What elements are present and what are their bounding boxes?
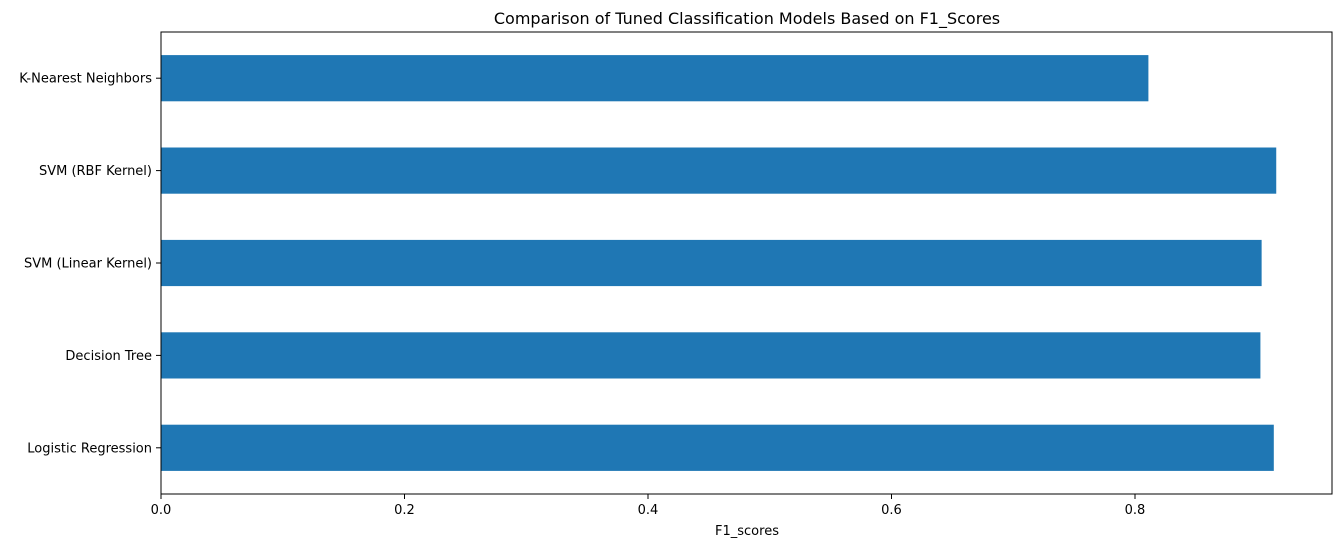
y-tick-label: SVM (Linear Kernel) [24,257,152,272]
y-tick-label: K-Nearest Neighbors [19,72,152,87]
y-tick-label: SVM (RBF Kernel) [39,164,152,179]
chart-title: Comparison of Tuned Classification Model… [494,9,1000,29]
x-tick-label: 0.0 [151,503,172,518]
bar-logistic-regression [161,424,1274,471]
y-axis-ticks: Logistic Regression Decision Tree SVM (Lin… [19,72,161,456]
x-tick-label: 0.8 [1125,503,1146,518]
bars-layer [161,55,1277,471]
x-tick-label: 0.4 [638,503,659,518]
y-tick-label: Logistic Regression [27,441,152,456]
bar-k-nearest-neighbors [161,55,1149,102]
bar-decision-tree [161,332,1261,379]
bar-svm-rbf-kernel [161,147,1277,194]
bar-svm-linear-kernel [161,239,1262,287]
x-tick-label: 0.2 [394,503,415,518]
x-tick-label: 0.6 [881,503,902,518]
x-axis-ticks: 0.0 0.2 0.4 0.6 0.8 [151,494,1146,518]
x-axis-label: F1_scores [715,524,779,539]
plot-frame [160,31,1333,495]
y-tick-label: Decision Tree [65,349,152,364]
